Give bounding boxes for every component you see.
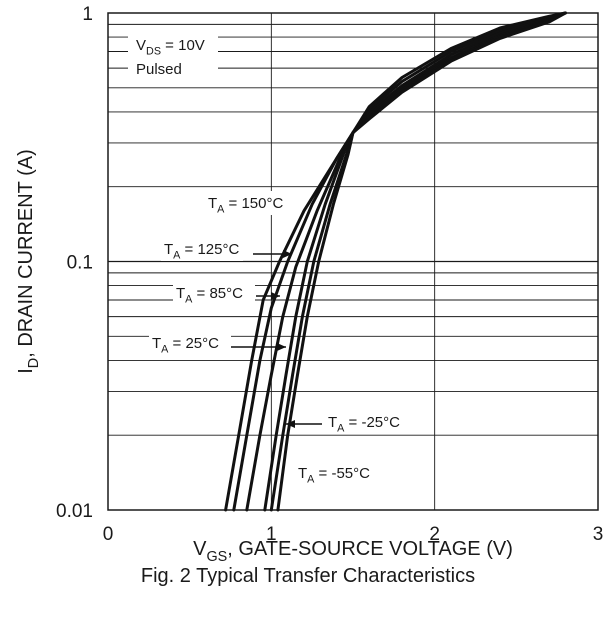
series-label-5-main: T xyxy=(298,465,307,482)
series-label-4-sub: A xyxy=(337,423,345,435)
series-label-2-main: T xyxy=(176,285,185,302)
series-label-5: TA = -55°C xyxy=(298,465,370,486)
tick-labels: 0 1 2 3 0.01 0.1 1 xyxy=(56,4,603,545)
y-tick-label: 1 xyxy=(82,4,93,25)
series-label-1-main: T xyxy=(164,241,173,258)
grid xyxy=(108,13,598,510)
series-label-bg xyxy=(173,281,255,305)
series-line-5 xyxy=(276,11,567,512)
x-axis-title-sub: GS xyxy=(206,549,227,565)
figure-caption: Fig. 2 Typical Transfer Characteristics xyxy=(140,565,476,587)
arrowhead xyxy=(286,420,295,428)
series-label-0-rest: = 150°C xyxy=(224,195,283,212)
series-label-3-sub: A xyxy=(161,344,169,356)
series-label-0: TA = 150°C xyxy=(208,195,283,216)
series-label-5-sub: A xyxy=(307,474,315,486)
test-conditions: VDS = 10V Pulsed xyxy=(128,31,218,81)
series-label-4-rest: = -25°C xyxy=(344,414,400,431)
series-label-bg xyxy=(205,191,287,215)
x-axis-title-rest: , GATE-SOURCE VOLTAGE (V) xyxy=(227,538,513,560)
series-label-0-main: T xyxy=(208,195,217,212)
series-label-4: TA = -25°C xyxy=(328,414,400,435)
series-label-0-sub: A xyxy=(217,204,225,216)
y-axis-title-rest: , DRAIN CURRENT (A) xyxy=(15,149,37,358)
series-label-4-main: T xyxy=(328,414,337,431)
condition-vds-main: V xyxy=(136,37,146,54)
x-tick-label: 2 xyxy=(429,524,440,545)
series-label-bg xyxy=(161,237,243,261)
series-label-2-sub: A xyxy=(185,294,193,306)
x-tick-label: 3 xyxy=(593,524,604,545)
series-label-5-rest: = -55°C xyxy=(314,465,370,482)
series-label-3-rest: = 25°C xyxy=(168,335,219,352)
condition-pulsed-main: Pulsed xyxy=(136,61,182,78)
plot-frame xyxy=(107,12,599,511)
condition-vds: VDS = 10V xyxy=(136,37,205,58)
curves xyxy=(224,11,567,512)
series-label-3-main: T xyxy=(152,335,161,352)
series-label-1: TA = 125°C xyxy=(164,241,239,262)
y-axis-label: ID, DRAIN CURRENT (A) xyxy=(15,149,42,374)
y-axis-title: ID, DRAIN CURRENT (A) xyxy=(15,149,42,374)
series-label-bg xyxy=(325,410,407,434)
series-label-3: TA = 25°C xyxy=(152,335,219,356)
condition-pulsed: Pulsed xyxy=(136,61,182,78)
x-axis-title: VGS, GATE-SOURCE VOLTAGE (V) xyxy=(193,538,513,565)
condition-vds-rest: = 10V xyxy=(161,37,205,54)
arrowhead xyxy=(271,292,280,300)
series-label-1-rest: = 125°C xyxy=(180,241,239,258)
y-tick-label: 0.1 xyxy=(67,253,93,274)
x-tick-label: 1 xyxy=(266,524,277,545)
series-label-1-sub: A xyxy=(173,250,181,262)
series-label-2-rest: = 85°C xyxy=(192,285,243,302)
condition-vds-sub: DS xyxy=(146,46,161,58)
series-label-2: TA = 85°C xyxy=(176,285,243,306)
arrowhead xyxy=(277,343,286,351)
series-labels: TA = 150°CTA = 125°CTA = 85°CTA = 25°CTA… xyxy=(149,191,407,486)
series-label-bg xyxy=(149,331,231,355)
y-axis-title-main: I xyxy=(15,368,37,374)
x-axis-label: VGS, GATE-SOURCE VOLTAGE (V) xyxy=(193,538,513,565)
x-tick-label: 0 xyxy=(103,524,114,545)
series-label-bg xyxy=(295,461,377,485)
y-axis-title-sub: D xyxy=(26,358,42,368)
conditions-bg xyxy=(128,31,218,81)
arrowhead xyxy=(283,250,292,258)
x-axis-title-main: V xyxy=(193,538,207,560)
y-tick-label: 0.01 xyxy=(56,501,93,522)
